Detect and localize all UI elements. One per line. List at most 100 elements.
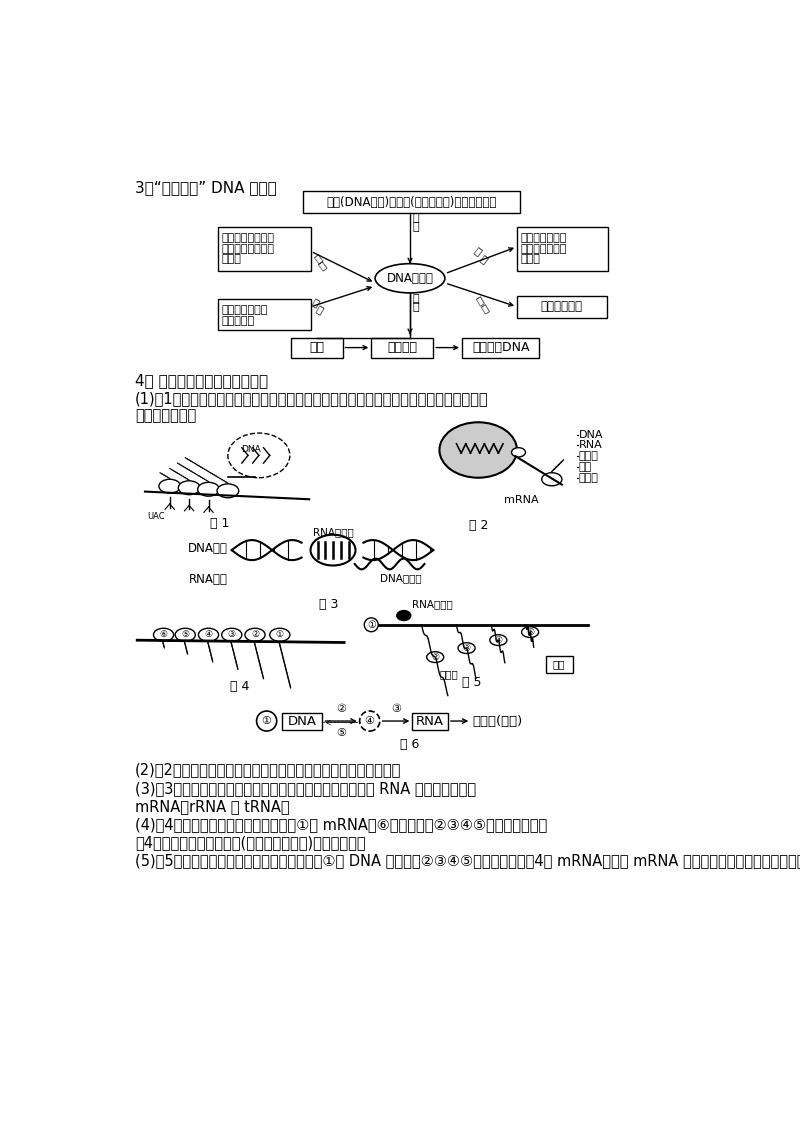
Text: 解旋: 解旋 — [310, 341, 325, 354]
Text: 所: 所 — [317, 260, 328, 272]
Text: ⑤: ⑤ — [181, 631, 190, 640]
Text: ⑤: ⑤ — [336, 728, 346, 738]
Text: ②: ② — [431, 653, 439, 661]
Ellipse shape — [217, 483, 238, 498]
Text: 传递遗传信息: 传递遗传信息 — [541, 300, 583, 314]
Text: 的间期: 的间期 — [222, 255, 242, 265]
Text: (1)图1表示真核生物核基因的表达过程。转录在细胞核中进行，翻译在核糖体上进行，两: (1)图1表示真核生物核基因的表达过程。转录在细胞核中进行，翻译在核糖体上进行，… — [135, 392, 489, 406]
Circle shape — [360, 711, 380, 731]
Text: 形成子代DNA: 形成子代DNA — [472, 341, 530, 354]
Ellipse shape — [458, 643, 475, 653]
Text: 3．“六处思考” DNA 的复制: 3．“六处思考” DNA 的复制 — [135, 180, 277, 196]
Text: 半保留复制: 半保留复制 — [222, 316, 254, 326]
Text: 的4条多肽链，翻译的方向(核糖体移动方向)是自右向左。: 的4条多肽链，翻译的方向(核糖体移动方向)是自右向左。 — [135, 835, 366, 850]
Text: 点: 点 — [314, 303, 325, 316]
Text: 图 2: 图 2 — [469, 518, 488, 532]
Text: 核糖体: 核糖体 — [439, 669, 458, 679]
Text: (3)图3表示转录过程。转录的方向是从左向右，嫂化的酶是 RNA 聚合酶，产物是: (3)图3表示转录过程。转录的方向是从左向右，嫂化的酶是 RNA 聚合酶，产物是 — [135, 781, 476, 796]
Text: 其次在线粒体、: 其次在线粒体、 — [521, 243, 567, 254]
FancyBboxPatch shape — [303, 191, 520, 213]
Text: 条: 条 — [412, 213, 419, 223]
FancyBboxPatch shape — [546, 655, 573, 672]
Ellipse shape — [511, 447, 526, 457]
Text: DNA: DNA — [288, 714, 317, 728]
Text: mRNA: mRNA — [503, 495, 538, 505]
Text: 合成子链: 合成子链 — [387, 341, 418, 354]
Text: 4． 基因表达过程中的重要图解: 4． 基因表达过程中的重要图解 — [135, 374, 268, 388]
Text: 场: 场 — [473, 246, 484, 257]
Text: RNA: RNA — [579, 440, 602, 451]
Text: 件: 件 — [412, 222, 419, 232]
Text: RNA聚合酶: RNA聚合酶 — [313, 528, 354, 537]
Ellipse shape — [245, 628, 265, 642]
Ellipse shape — [270, 628, 290, 642]
Text: UAC: UAC — [147, 512, 165, 521]
FancyBboxPatch shape — [291, 337, 342, 358]
Text: ②: ② — [251, 631, 259, 640]
Text: 所: 所 — [478, 252, 489, 265]
Text: 图 4: 图 4 — [230, 680, 249, 693]
FancyBboxPatch shape — [412, 712, 448, 729]
Text: ④: ④ — [365, 717, 374, 726]
Text: mRNA、rRNA 和 tRNA。: mRNA、rRNA 和 tRNA。 — [135, 799, 290, 814]
Ellipse shape — [542, 473, 562, 486]
Text: ④: ④ — [494, 635, 502, 644]
Circle shape — [364, 618, 378, 632]
FancyBboxPatch shape — [218, 226, 310, 272]
Ellipse shape — [310, 534, 355, 566]
Ellipse shape — [397, 610, 410, 620]
Ellipse shape — [222, 628, 242, 642]
Text: 叶绿体: 叶绿体 — [521, 255, 541, 265]
Text: 减数第一次分裂前: 减数第一次分裂前 — [222, 243, 274, 254]
FancyBboxPatch shape — [517, 295, 607, 318]
Text: ⑤: ⑤ — [526, 627, 534, 636]
Ellipse shape — [522, 627, 538, 637]
Ellipse shape — [198, 482, 219, 496]
Text: ①: ① — [367, 620, 376, 629]
Text: 图 3: 图 3 — [319, 598, 338, 611]
FancyBboxPatch shape — [517, 226, 609, 272]
Text: DNA: DNA — [579, 430, 603, 439]
Ellipse shape — [175, 628, 195, 642]
Text: ①: ① — [262, 717, 272, 726]
Text: RNA分子: RNA分子 — [189, 573, 228, 586]
Text: 图 5: 图 5 — [462, 677, 482, 689]
Text: DNA的复制: DNA的复制 — [386, 272, 434, 285]
Text: DNA: DNA — [242, 446, 261, 455]
Ellipse shape — [159, 479, 181, 494]
Text: ③: ③ — [462, 644, 470, 653]
FancyBboxPatch shape — [282, 712, 322, 729]
Text: (2)图2表示原核生物基因的表达过程。转录和翻译两者同时进行。: (2)图2表示原核生物基因的表达过程。转录和翻译两者同时进行。 — [135, 763, 402, 778]
Ellipse shape — [490, 635, 507, 645]
Text: 边解旋边复制；: 边解旋边复制； — [222, 306, 268, 315]
Ellipse shape — [198, 628, 218, 642]
FancyBboxPatch shape — [371, 337, 434, 358]
Text: 图 6: 图 6 — [400, 738, 420, 751]
Text: 过: 过 — [412, 293, 419, 303]
Text: ④: ④ — [205, 631, 213, 640]
Text: 肽链: 肽链 — [579, 462, 592, 472]
Text: 核糖体: 核糖体 — [579, 473, 599, 482]
Text: ③: ③ — [391, 704, 401, 714]
Text: 场: 场 — [313, 252, 324, 265]
Text: 特: 特 — [310, 295, 321, 308]
Text: 多肽: 多肽 — [553, 659, 565, 669]
Text: 聚合酶: 聚合酶 — [579, 452, 599, 461]
Circle shape — [257, 711, 277, 731]
Text: RNA: RNA — [416, 714, 444, 728]
Text: 意: 意 — [474, 294, 485, 307]
Text: (5)图5表示原核细胞的转录和翻译过程，图中①是 DNA 模板链，②③④⑤表示正在合成的4条 mRNA，每条 mRNA 上可结合多个核糖体，在核糖体上同时进行翻: (5)图5表示原核细胞的转录和翻译过程，图中①是 DNA 模板链，②③④⑤表示正… — [135, 854, 800, 868]
Text: ⑥: ⑥ — [159, 631, 168, 640]
Text: (4)图4表示真核细胞的翻译过程。图中①是 mRNA，⑥是核糖体，②③④⑤表示正在合成的: (4)图4表示真核细胞的翻译过程。图中①是 mRNA，⑥是核糖体，②③④⑤表示正… — [135, 817, 547, 832]
Ellipse shape — [426, 652, 444, 662]
Ellipse shape — [375, 264, 445, 293]
Text: 图 1: 图 1 — [210, 517, 230, 530]
FancyBboxPatch shape — [462, 337, 539, 358]
Ellipse shape — [439, 422, 517, 478]
Text: 主要是细胞核，: 主要是细胞核， — [521, 233, 567, 243]
Text: ③: ③ — [228, 631, 236, 640]
Ellipse shape — [178, 481, 200, 495]
FancyBboxPatch shape — [218, 299, 310, 329]
Text: DNA分子: DNA分子 — [188, 542, 228, 555]
Text: 模板(DNA双链)、原料(脱氧核苷酸)、能量、酶等: 模板(DNA双链)、原料(脱氧核苷酸)、能量、酶等 — [326, 196, 497, 208]
